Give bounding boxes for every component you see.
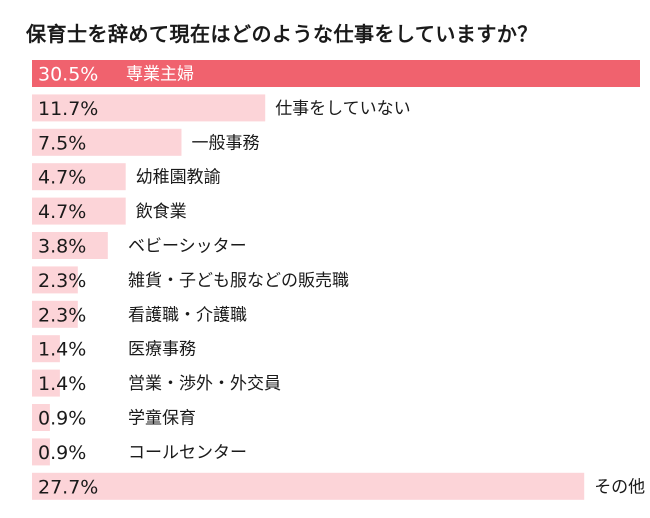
category-label-9: 医療事務 xyxy=(128,340,196,360)
bar-11 xyxy=(32,404,50,431)
category-label-12: コールセンター xyxy=(128,443,247,463)
bar-4 xyxy=(32,163,126,191)
bar-12 xyxy=(32,438,50,466)
bar-1 xyxy=(32,60,640,87)
category-label-6: ベビーシッター xyxy=(128,237,247,257)
value-label-11: 0.9% xyxy=(38,408,86,430)
bar-7 xyxy=(32,266,78,294)
bar-5 xyxy=(32,197,126,225)
category-label-11: 学童保育 xyxy=(128,409,196,429)
chart-title: 保育士を辞めて現在はどのような仕事をしていますか？ xyxy=(26,22,538,46)
category-label-7: 雑貨・子ども服などの販売職 xyxy=(128,271,349,291)
bar-6 xyxy=(32,232,108,259)
category-label-10: 営業・渉外・外交員 xyxy=(128,374,281,394)
value-label-4: 4.7% xyxy=(38,167,86,189)
value-label-13: 27.7% xyxy=(38,476,98,498)
bar-10 xyxy=(32,369,60,397)
category-label-8: 看護職・介護職 xyxy=(128,305,247,325)
bars-group xyxy=(32,60,640,500)
bar-2 xyxy=(32,94,266,122)
value-label-12: 0.9% xyxy=(38,442,86,464)
category-label-1: 専業主婦 xyxy=(126,65,194,85)
value-label-5: 4.7% xyxy=(38,201,86,223)
category-label-2: 仕事をしていない xyxy=(275,99,411,119)
bar-13 xyxy=(32,472,585,500)
bar-8 xyxy=(32,300,78,328)
bar-3 xyxy=(32,128,182,156)
bar-9 xyxy=(32,335,60,363)
value-label-3: 7.5% xyxy=(38,132,86,154)
category-label-4: 幼稚園教諭 xyxy=(136,168,221,188)
labels-group: 30.5% 専業主婦 11.7% 仕事をしていない 7.5% 一般事務 4.7% 幼稚園教諭 4… xyxy=(38,64,645,499)
value-label-8: 2.3% xyxy=(38,304,86,326)
value-label-1: 30.5% xyxy=(38,64,98,86)
value-label-2: 11.7% xyxy=(38,98,98,120)
value-label-9: 1.4% xyxy=(38,339,86,361)
value-label-10: 1.4% xyxy=(38,373,86,395)
value-label-6: 3.8% xyxy=(38,236,86,258)
value-label-7: 2.3% xyxy=(38,270,86,292)
category-label-5: 飲食業 xyxy=(136,202,187,222)
category-label-13: その他 xyxy=(594,477,645,497)
category-label-3: 一般事務 xyxy=(192,133,260,153)
